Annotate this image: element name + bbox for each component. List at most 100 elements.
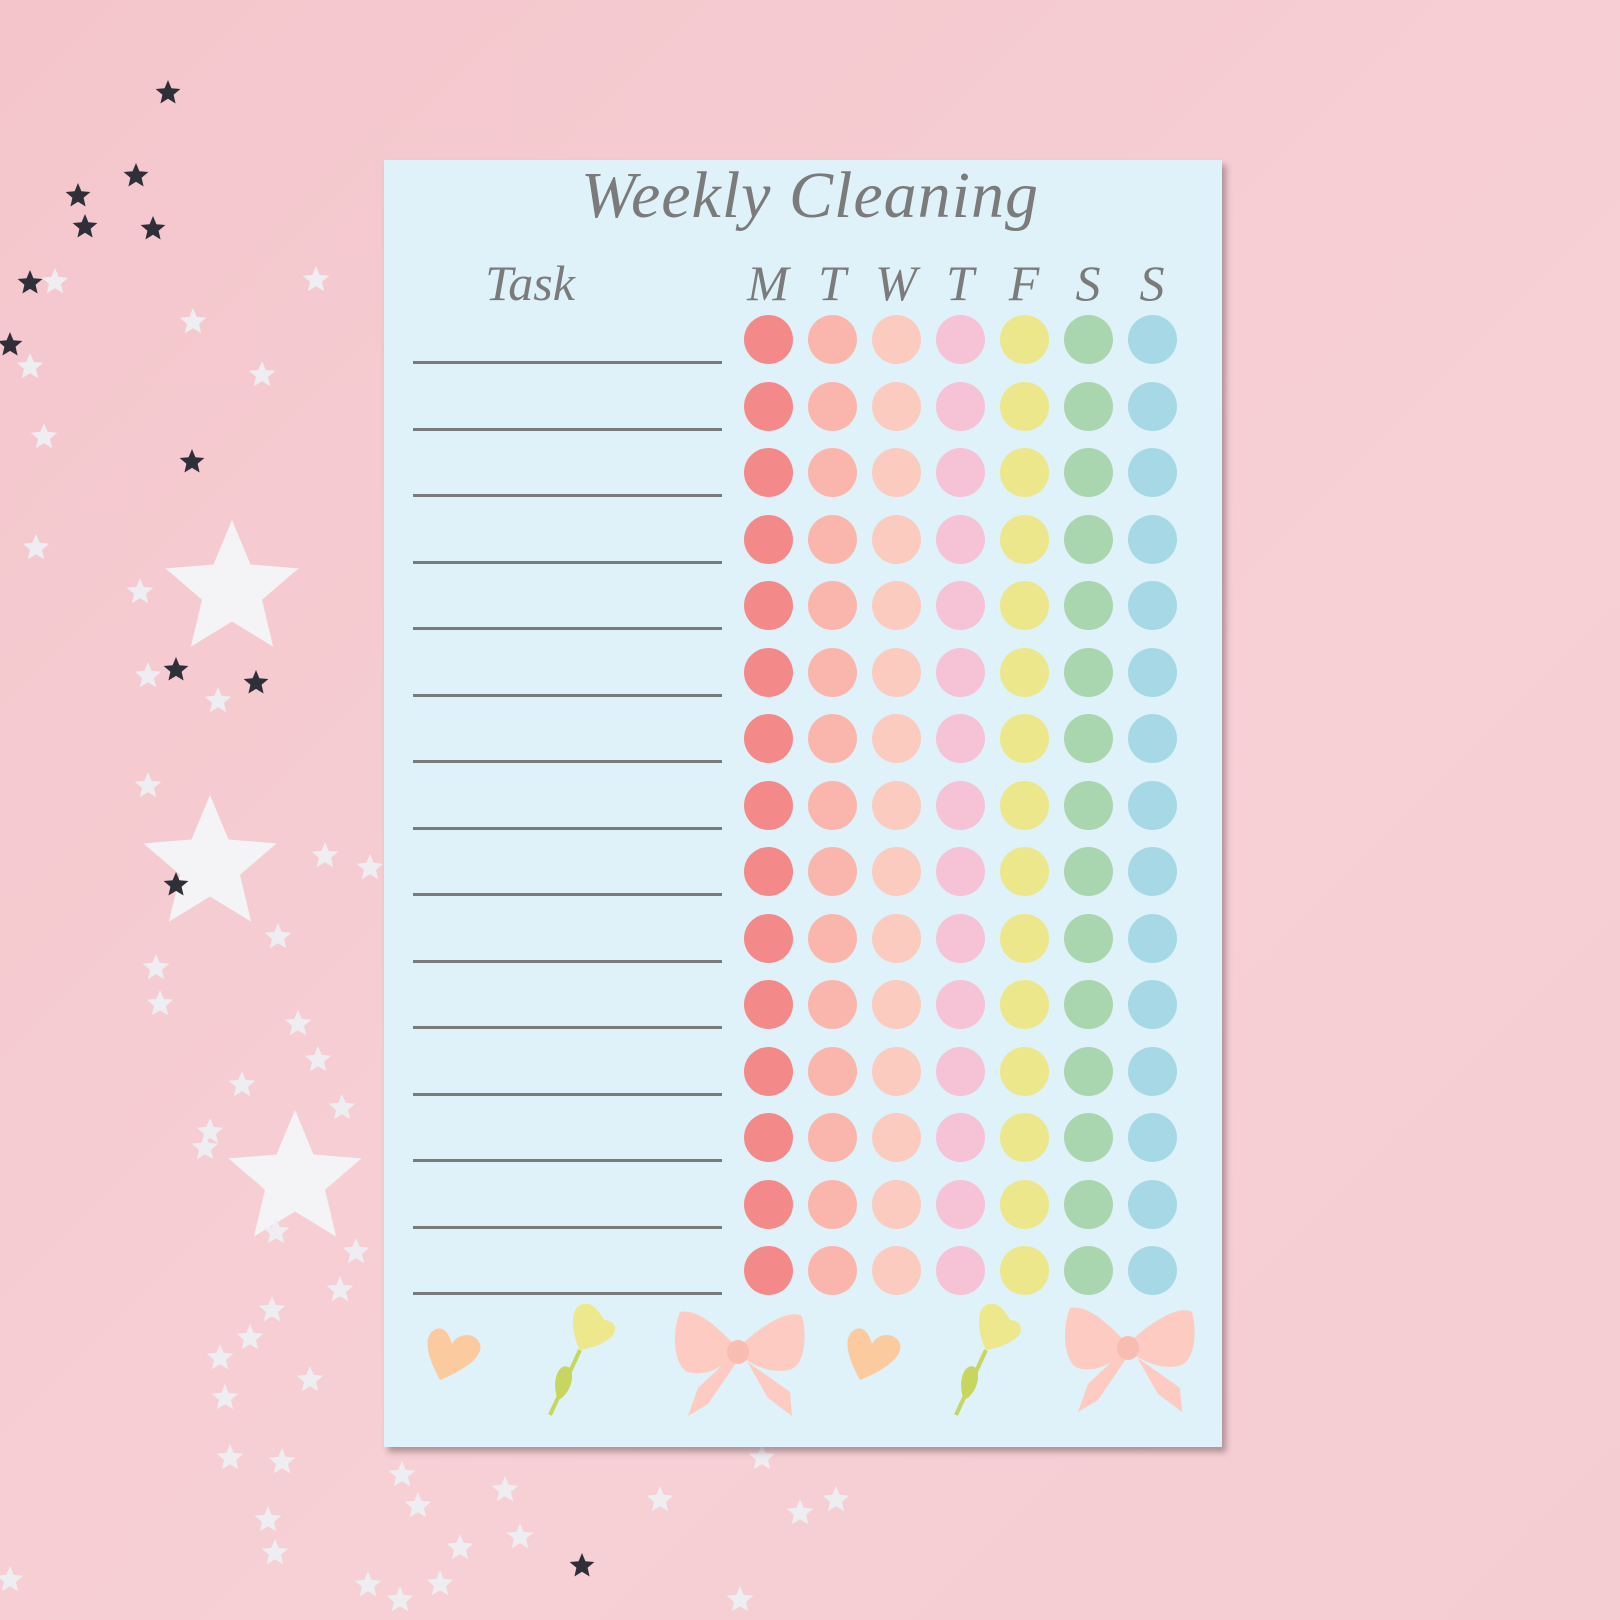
task-line[interactable] [413,494,722,497]
task-line[interactable] [413,1225,722,1229]
day-checkbox[interactable] [936,913,985,963]
day-checkbox[interactable] [744,1179,793,1229]
day-checkbox[interactable] [744,1246,793,1295]
day-checkbox[interactable] [1064,647,1113,697]
day-checkbox[interactable] [808,1246,857,1295]
day-checkbox[interactable] [1064,1113,1113,1162]
day-checkbox[interactable] [936,1046,985,1096]
day-checkbox[interactable] [872,1246,921,1295]
day-checkbox[interactable] [744,780,793,830]
day-checkbox[interactable] [1128,980,1177,1029]
day-checkbox[interactable] [1000,1179,1049,1229]
day-checkbox[interactable] [936,1113,985,1162]
day-checkbox[interactable] [1128,381,1177,431]
day-checkbox[interactable] [1064,980,1113,1029]
day-checkbox[interactable] [872,647,921,697]
day-checkbox[interactable] [1000,1046,1049,1096]
day-checkbox[interactable] [744,1046,793,1096]
day-checkbox[interactable] [808,980,857,1029]
task-line[interactable] [413,1026,722,1029]
day-checkbox[interactable] [808,1179,857,1229]
day-checkbox[interactable] [808,847,857,896]
day-checkbox[interactable] [744,647,793,697]
day-checkbox[interactable] [808,1113,857,1162]
day-checkbox[interactable] [936,714,985,763]
day-checkbox[interactable] [872,714,921,763]
task-line[interactable] [413,1159,722,1162]
day-checkbox[interactable] [1000,381,1049,431]
task-line[interactable] [413,1292,722,1295]
day-checkbox[interactable] [1128,1179,1177,1229]
day-checkbox[interactable] [1128,714,1177,763]
task-line[interactable] [413,760,722,763]
day-checkbox[interactable] [1000,647,1049,697]
day-checkbox[interactable] [872,448,921,497]
day-checkbox[interactable] [808,315,857,364]
day-checkbox[interactable] [1000,514,1049,564]
day-checkbox[interactable] [872,581,921,630]
day-checkbox[interactable] [1064,1246,1113,1295]
task-line[interactable] [413,627,722,630]
day-checkbox[interactable] [872,913,921,963]
day-checkbox[interactable] [936,381,985,431]
day-checkbox[interactable] [936,315,985,364]
day-checkbox[interactable] [744,1113,793,1162]
day-checkbox[interactable] [808,714,857,763]
day-checkbox[interactable] [1128,847,1177,896]
day-checkbox[interactable] [1128,581,1177,630]
day-checkbox[interactable] [1128,315,1177,364]
day-checkbox[interactable] [936,581,985,630]
day-checkbox[interactable] [1000,980,1049,1029]
task-line[interactable] [413,893,722,896]
day-checkbox[interactable] [872,780,921,830]
day-checkbox[interactable] [1064,847,1113,896]
day-checkbox[interactable] [872,1046,921,1096]
day-checkbox[interactable] [1128,780,1177,830]
day-checkbox[interactable] [936,1246,985,1295]
day-checkbox[interactable] [744,514,793,564]
day-checkbox[interactable] [1128,913,1177,963]
day-checkbox[interactable] [1128,448,1177,497]
day-checkbox[interactable] [1128,1246,1177,1295]
day-checkbox[interactable] [936,980,985,1029]
day-checkbox[interactable] [1128,1046,1177,1096]
day-checkbox[interactable] [808,1046,857,1096]
day-checkbox[interactable] [1128,1113,1177,1162]
day-checkbox[interactable] [1064,714,1113,763]
day-checkbox[interactable] [1064,315,1113,364]
day-checkbox[interactable] [808,448,857,497]
day-checkbox[interactable] [936,1179,985,1229]
day-checkbox[interactable] [872,315,921,364]
task-line[interactable] [413,1092,722,1096]
day-checkbox[interactable] [1000,315,1049,364]
task-line[interactable] [413,361,722,364]
day-checkbox[interactable] [1064,1179,1113,1229]
day-checkbox[interactable] [1064,780,1113,830]
day-checkbox[interactable] [808,581,857,630]
day-checkbox[interactable] [872,514,921,564]
day-checkbox[interactable] [808,647,857,697]
day-checkbox[interactable] [1000,780,1049,830]
day-checkbox[interactable] [936,514,985,564]
day-checkbox[interactable] [1000,913,1049,963]
day-checkbox[interactable] [936,847,985,896]
day-checkbox[interactable] [1064,581,1113,630]
task-line[interactable] [413,959,722,963]
task-line[interactable] [413,693,722,697]
day-checkbox[interactable] [744,315,793,364]
day-checkbox[interactable] [744,448,793,497]
day-checkbox[interactable] [936,448,985,497]
day-checkbox[interactable] [872,980,921,1029]
day-checkbox[interactable] [872,1179,921,1229]
day-checkbox[interactable] [744,913,793,963]
day-checkbox[interactable] [1128,514,1177,564]
day-checkbox[interactable] [744,847,793,896]
day-checkbox[interactable] [872,1113,921,1162]
day-checkbox[interactable] [936,780,985,830]
day-checkbox[interactable] [1000,448,1049,497]
day-checkbox[interactable] [1064,1046,1113,1096]
day-checkbox[interactable] [808,780,857,830]
day-checkbox[interactable] [1000,1246,1049,1295]
day-checkbox[interactable] [1064,913,1113,963]
day-checkbox[interactable] [1064,381,1113,431]
